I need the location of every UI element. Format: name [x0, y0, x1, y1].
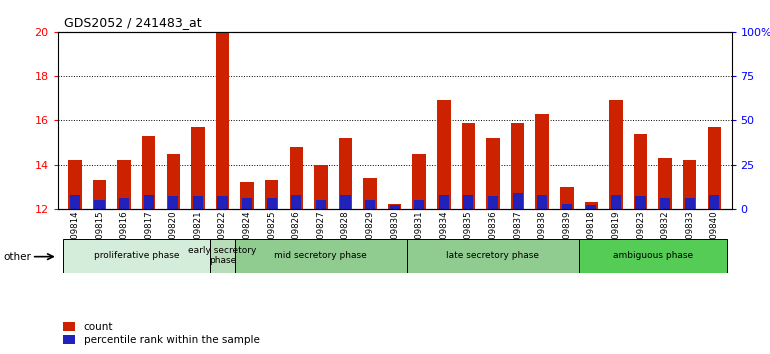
Bar [683, 160, 696, 209]
Bar [464, 195, 474, 209]
Bar [93, 180, 106, 209]
Bar [242, 198, 252, 209]
Bar [70, 195, 80, 209]
Bar [407, 239, 579, 273]
Bar [488, 196, 498, 209]
Bar [390, 205, 400, 209]
Bar [69, 160, 82, 209]
Bar [611, 195, 621, 209]
Bar [584, 202, 598, 209]
Legend: count, percentile rank within the sample: count, percentile rank within the sample [63, 322, 259, 345]
Bar [513, 193, 523, 209]
Bar [439, 195, 449, 209]
Bar [658, 158, 672, 209]
Bar [437, 101, 450, 209]
Bar [486, 138, 500, 209]
Text: GDS2052 / 241483_at: GDS2052 / 241483_at [65, 16, 202, 29]
Bar [217, 196, 228, 209]
Bar [340, 195, 350, 209]
Bar [266, 198, 276, 209]
Bar [462, 122, 475, 209]
Bar [535, 114, 549, 209]
Bar [144, 195, 154, 209]
Bar [708, 127, 721, 209]
Bar [210, 239, 235, 273]
Bar [316, 200, 326, 209]
Text: mid secretory phase: mid secretory phase [274, 251, 367, 260]
Bar [62, 239, 210, 273]
Text: late secretory phase: late secretory phase [447, 251, 540, 260]
Bar [166, 154, 180, 209]
Bar [291, 195, 301, 209]
Bar [365, 200, 375, 209]
Bar [142, 136, 156, 209]
Bar [561, 204, 572, 209]
Bar [169, 196, 179, 209]
Bar [635, 196, 645, 209]
Bar [560, 187, 574, 209]
Bar [216, 32, 229, 209]
Text: proliferative phase: proliferative phase [94, 251, 179, 260]
Bar [339, 138, 352, 209]
Bar [191, 127, 205, 209]
Bar [363, 178, 377, 209]
Bar [413, 154, 426, 209]
Bar [537, 195, 547, 209]
Bar [586, 205, 597, 209]
Bar [709, 195, 719, 209]
Bar [579, 239, 727, 273]
Bar [314, 165, 327, 209]
Text: ambiguous phase: ambiguous phase [613, 251, 693, 260]
Bar [685, 198, 695, 209]
Bar [609, 101, 623, 209]
Bar [95, 200, 105, 209]
Bar [511, 122, 524, 209]
Text: early secretory
phase: early secretory phase [189, 246, 256, 266]
Bar [388, 205, 401, 209]
Bar [265, 180, 279, 209]
Bar [117, 160, 131, 209]
Bar [192, 196, 203, 209]
Text: other: other [4, 252, 32, 262]
Bar [660, 198, 670, 209]
Bar [290, 147, 303, 209]
Bar [240, 182, 254, 209]
Bar [634, 133, 648, 209]
Bar [414, 200, 424, 209]
Bar [119, 198, 129, 209]
Bar [235, 239, 407, 273]
